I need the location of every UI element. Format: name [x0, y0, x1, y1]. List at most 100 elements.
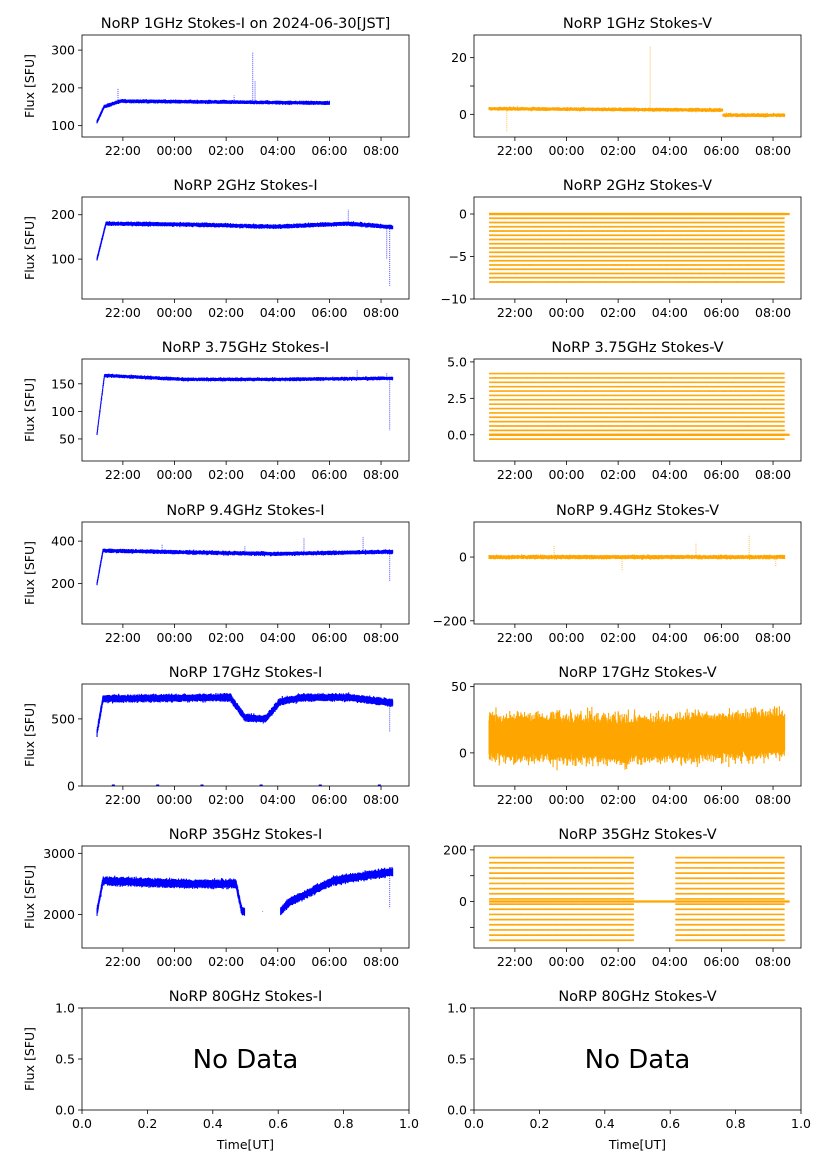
point: [738, 394, 740, 397]
point: [625, 407, 627, 410]
point: [698, 939, 700, 941]
point: [501, 399, 503, 401]
series-band: [96, 221, 394, 261]
point: [630, 867, 633, 869]
data-points: [488, 706, 786, 771]
point: [653, 234, 656, 236]
series-band: [488, 106, 786, 118]
point: [769, 251, 771, 253]
point: [612, 872, 614, 874]
point: [584, 390, 586, 392]
point: [501, 434, 503, 436]
point: [494, 862, 496, 864]
point: [594, 857, 596, 859]
point: [512, 867, 514, 869]
x-tick-label: 0.0: [72, 1116, 92, 1131]
point: [699, 247, 701, 249]
point: [646, 407, 649, 410]
point: [577, 247, 580, 249]
point: [720, 394, 722, 397]
point: [735, 903, 737, 905]
point: [573, 407, 575, 410]
point: [750, 893, 752, 895]
point: [566, 377, 569, 379]
point: [570, 394, 572, 397]
point: [684, 939, 686, 941]
point: [689, 934, 691, 936]
series-band: [96, 373, 394, 436]
point: [770, 877, 772, 879]
point: [576, 390, 579, 392]
x-tick-label: 02:00: [208, 143, 244, 158]
y-tick-label: 0: [67, 779, 75, 794]
x-tick-label: 04:00: [652, 467, 688, 482]
point: [626, 386, 629, 388]
point: [738, 903, 740, 905]
point: [621, 416, 623, 418]
point: [650, 268, 652, 270]
point: [723, 213, 725, 215]
point: [648, 272, 651, 275]
point: [636, 386, 638, 388]
point: [753, 217, 756, 219]
point: [642, 421, 645, 423]
point: [568, 888, 570, 890]
point: [665, 399, 667, 401]
axes-frame: [473, 1007, 802, 1111]
data-points: [96, 209, 394, 286]
point: [783, 381, 785, 383]
point: [672, 425, 674, 427]
point: [623, 857, 626, 859]
point: [585, 425, 588, 427]
point: [528, 221, 530, 224]
point: [651, 255, 653, 258]
point: [774, 934, 776, 936]
point: [756, 867, 758, 869]
point: [757, 857, 759, 859]
point: [743, 882, 745, 885]
point: [689, 893, 691, 895]
point: [553, 260, 555, 262]
point: [609, 230, 612, 232]
point: [740, 386, 742, 388]
point: [527, 234, 529, 236]
point: [606, 217, 608, 219]
point: [783, 277, 786, 279]
point: [563, 429, 565, 431]
point: [506, 281, 508, 283]
x-tick-label: 08:00: [755, 467, 791, 482]
point: [706, 238, 708, 241]
point: [717, 217, 719, 219]
x-tick-label: 08:00: [363, 954, 399, 969]
point: [534, 872, 536, 874]
point: [517, 888, 519, 890]
point: [537, 260, 539, 262]
point: [658, 243, 660, 245]
point: [674, 247, 676, 249]
x-tick-label: 0.6: [660, 1116, 680, 1131]
point: [749, 908, 751, 910]
point: [532, 386, 534, 388]
point: [592, 247, 595, 249]
point: [714, 438, 716, 440]
point: [522, 394, 525, 397]
point: [618, 877, 620, 879]
point: [698, 882, 700, 885]
point: [570, 903, 572, 905]
point: [745, 913, 747, 916]
point: [502, 425, 505, 427]
point: [513, 862, 515, 864]
point: [495, 429, 497, 431]
point: [521, 243, 523, 245]
point: [501, 421, 503, 423]
point: [498, 872, 500, 874]
point: [600, 939, 602, 941]
x-tick-label: 22:00: [105, 792, 141, 807]
point: [553, 867, 556, 869]
point: [602, 434, 604, 436]
point: [537, 429, 539, 431]
point: [604, 882, 606, 885]
point: [555, 247, 557, 249]
point: [520, 217, 522, 219]
